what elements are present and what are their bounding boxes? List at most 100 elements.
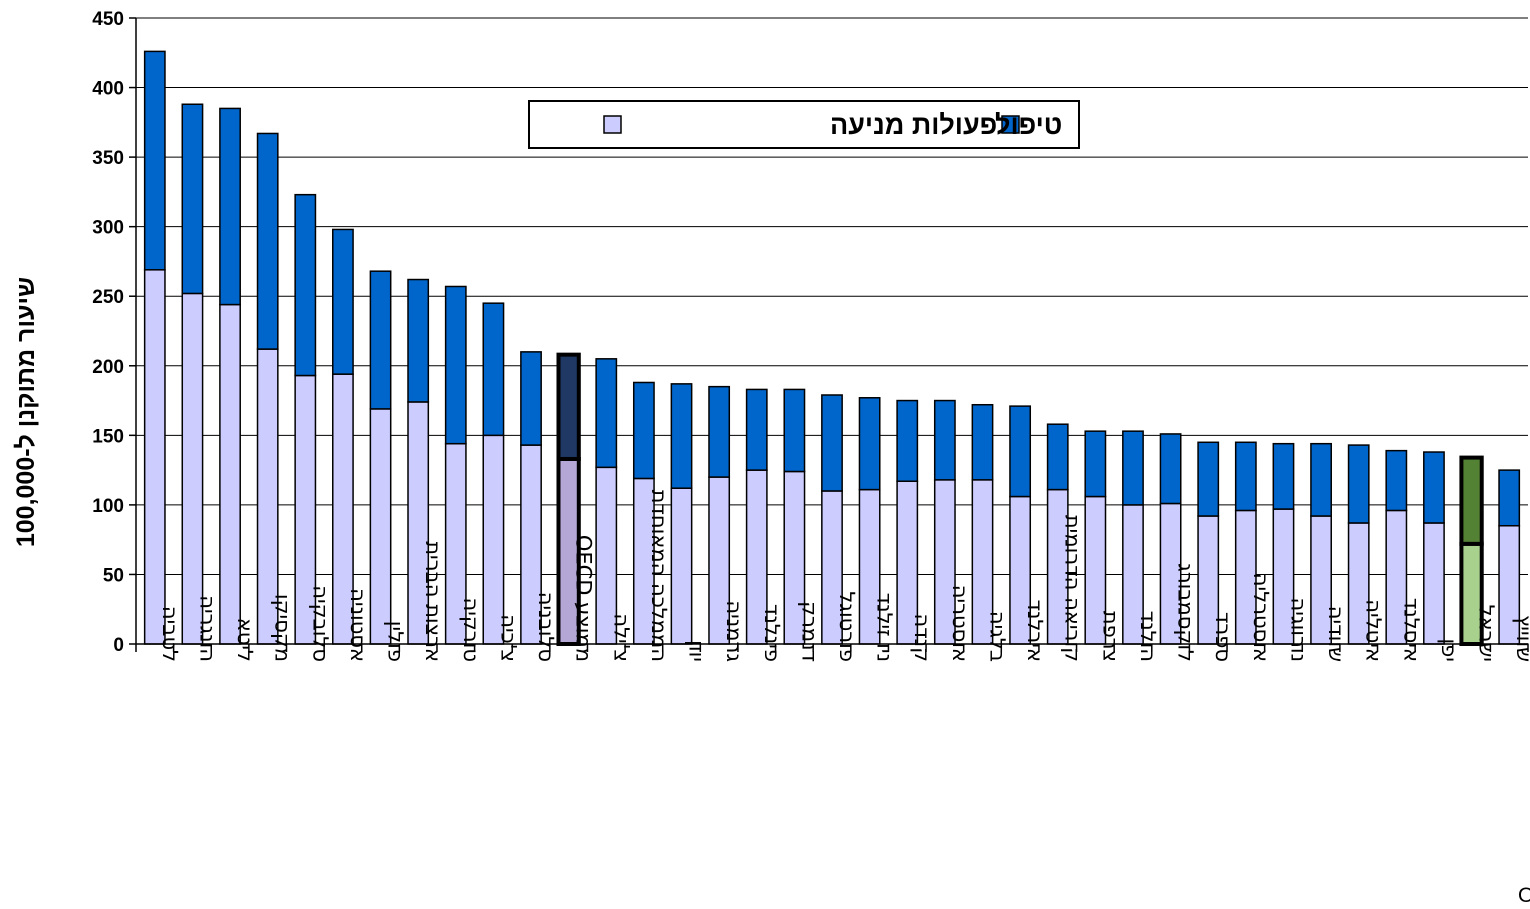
bar-treatment — [482, 302, 505, 437]
x-category-label: מקסיקו — [271, 594, 295, 662]
x-category-label: יפן — [1437, 638, 1461, 662]
bar-treatment — [1498, 469, 1521, 527]
x-category-label: ארצות הברית — [421, 541, 445, 662]
y-tick-label: 450 — [92, 9, 124, 30]
bar-treatment — [1234, 441, 1257, 512]
y-tick-label: 400 — [92, 79, 124, 100]
x-category-label: פורטוגל — [835, 591, 859, 662]
axes — [129, 17, 1529, 652]
bar-treatment — [556, 352, 581, 461]
bar-treatment — [520, 351, 542, 446]
bar-treatment — [294, 193, 317, 377]
x-category-label: בלגיה — [985, 611, 1009, 662]
x-category-label: שווייץ — [1512, 615, 1530, 662]
x-category-label: פולין — [384, 621, 408, 662]
x-category-label: אירלנד — [1023, 600, 1047, 662]
bar-prevention — [1423, 522, 1445, 645]
x-category-label: טורקיה — [459, 597, 483, 662]
x-category-label: הממלכה המאוחדת — [647, 490, 671, 662]
x-category-label: אוסטרליה — [1249, 573, 1273, 662]
bar-treatment — [971, 403, 994, 481]
y-tick-label: 50 — [103, 565, 124, 586]
bar-treatment — [219, 107, 241, 306]
x-category-label: דנמרק — [797, 601, 821, 662]
bar-prevention — [369, 408, 392, 645]
y-tick-label: 150 — [92, 426, 124, 447]
y-tick-label: 100 — [92, 496, 124, 517]
bar-treatment — [858, 397, 881, 491]
bar-treatment — [444, 285, 467, 445]
bar-treatment — [1310, 442, 1332, 517]
x-category-label: ליטא — [233, 618, 257, 662]
y-tick-label: 250 — [92, 287, 124, 308]
x-category-label: הונגריה — [195, 595, 219, 662]
legend-label-prevention: פעולות מניעה — [830, 110, 997, 140]
x-category-label: צרפת — [1098, 611, 1122, 662]
x-category-label: ישראל — [1475, 605, 1499, 662]
bar-prevention — [219, 303, 241, 645]
bar-treatment — [1046, 423, 1069, 491]
bar-treatment — [332, 228, 354, 375]
bar-treatment — [1122, 430, 1144, 506]
bar-treatment — [933, 399, 956, 481]
source-note: מקור: OECD — [1518, 884, 1530, 907]
y-axis-title: שיעור מתוקנן ל-100,000 — [12, 277, 40, 547]
x-category-label: צ'כיה — [496, 614, 520, 662]
x-category-label: ממוצע OECD — [572, 535, 596, 662]
x-category-label: סלובקיה — [308, 585, 332, 662]
bar-treatment — [256, 132, 279, 350]
y-tick-label: 350 — [92, 148, 124, 169]
x-category-label: ניו זילנד — [873, 593, 897, 662]
gridlines — [136, 17, 1528, 575]
bar-treatment — [1385, 449, 1408, 512]
bar-treatment — [1423, 451, 1445, 524]
x-category-label: שוודיה — [1324, 606, 1348, 662]
bar-treatment — [407, 278, 430, 403]
x-category-label: לוקסמבורג — [1174, 563, 1198, 662]
bar-treatment — [896, 399, 919, 482]
x-category-label: יוון — [685, 640, 709, 662]
x-category-label: איטליה — [1362, 599, 1386, 662]
bar-treatment — [369, 270, 392, 410]
bar-treatment — [595, 358, 618, 469]
x-category-label: קנדה — [910, 614, 934, 663]
bar-treatment — [708, 385, 731, 478]
bar-treatment — [632, 381, 655, 480]
bar-treatment — [745, 388, 768, 471]
x-category-label: ספרד — [1211, 612, 1235, 662]
bar-treatment — [181, 103, 204, 295]
bar-treatment — [1159, 433, 1182, 505]
bar-treatment — [1459, 455, 1484, 546]
x-category-label: גרמניה — [722, 600, 746, 662]
bar-treatment — [1009, 405, 1032, 498]
y-tick-label: 300 — [92, 218, 124, 239]
legend-swatch-treatment — [1001, 115, 1020, 134]
legend-swatch-prevention — [603, 115, 622, 134]
bar-prevention — [670, 487, 693, 645]
x-category-label: צ'ילה — [609, 613, 633, 662]
x-category-labels: לטביה הונגריה ליטא מקסיקו סלובקיה אסטוניה פולי… — [158, 490, 1530, 663]
x-category-label: אוסטריה — [948, 585, 972, 662]
x-category-label: סלובניה — [534, 592, 558, 662]
x-category-label: אסטוניה — [346, 588, 370, 662]
legend: טיפול פעולות מניעה — [528, 100, 1080, 149]
x-category-label: הולנד — [1136, 611, 1160, 662]
x-category-label: איסלנד — [1399, 598, 1423, 662]
x-category-label: פינלנד — [760, 604, 784, 662]
legend-label-treatment: טיפול — [995, 110, 1062, 140]
y-tick-labels: 0 50 100 150 200 250 300 350 400 450 — [92, 9, 124, 656]
bar-prevention — [143, 269, 166, 645]
y-tick-label: 200 — [92, 357, 124, 378]
bar-treatment — [821, 394, 843, 492]
bar-prevention — [181, 292, 204, 645]
bar-treatment — [783, 388, 806, 473]
x-category-label: נורווגיה — [1286, 598, 1310, 663]
x-category-label: קוריאה הדרומית — [1061, 515, 1085, 662]
bar-treatment — [1197, 441, 1220, 517]
y-tick-label: 0 — [113, 635, 124, 656]
bar-treatment — [1272, 442, 1295, 510]
bar-prevention — [482, 434, 505, 645]
x-category-label: לטביה — [158, 606, 182, 662]
bar-treatment — [1084, 430, 1107, 498]
